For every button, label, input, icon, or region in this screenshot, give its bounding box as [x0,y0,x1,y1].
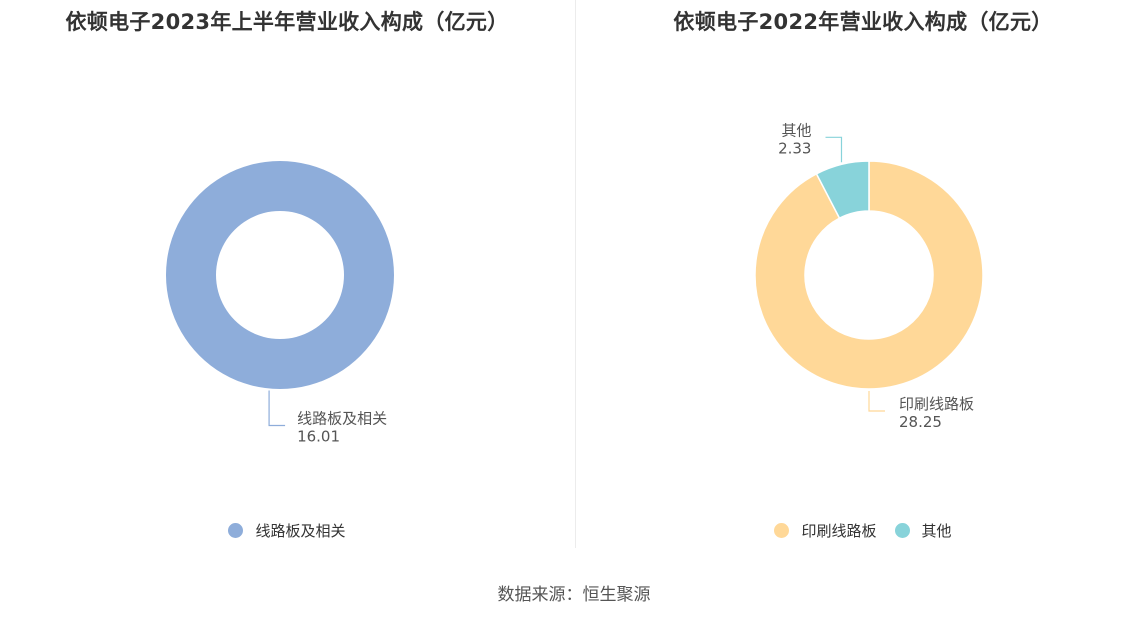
legend-item-pcb[interactable]: 印刷线路板 [774,520,877,541]
slice-label-value: 2.33 [778,139,811,157]
chart-panel-2022: 依顿电子2022年营业收入构成（亿元） 印刷线路板 28.25 其他 2.33 印刷线… [576,0,1148,560]
slice-label-name: 印刷线路板 [899,395,974,413]
label-leader-line [868,391,885,412]
legend-2023h1: 线路板及相关 [0,520,574,541]
panel-divider [575,0,576,548]
legend-item-circuit-board-related[interactable]: 线路板及相关 [228,520,346,541]
chart-title-2022: 依顿电子2022年营业收入构成（亿元） [673,10,1053,34]
legend-label: 其他 [921,522,952,540]
legend-dot [228,523,244,538]
slice-label-value: 28.25 [899,413,942,431]
data-source: 数据来源：恒生聚源 [497,585,651,605]
slice-label-name: 其他 [781,121,811,139]
label-leader-line [825,136,843,163]
legend-2022: 印刷线路板 其他 [576,520,1148,541]
legend-label: 线路板及相关 [255,522,346,540]
chart-title-2023h1: 依顿电子2023年上半年营业收入构成（亿元） [65,10,509,34]
legend-dot [774,523,790,538]
slice-label-name: 线路板及相关 [297,409,387,427]
donut-slice[interactable] [815,160,870,220]
legend-label: 印刷线路板 [801,522,877,540]
label-leader-line [268,390,286,427]
legend-dot [894,523,910,538]
donut-slice[interactable] [754,160,984,390]
slice-label-value: 16.01 [297,427,340,445]
chart-panel-2023h1: 依顿电子2023年上半年营业收入构成（亿元） 线路板及相关 16.01 线路板及相… [0,0,574,560]
donut-slice[interactable] [165,161,394,390]
legend-item-other[interactable]: 其他 [894,520,952,541]
